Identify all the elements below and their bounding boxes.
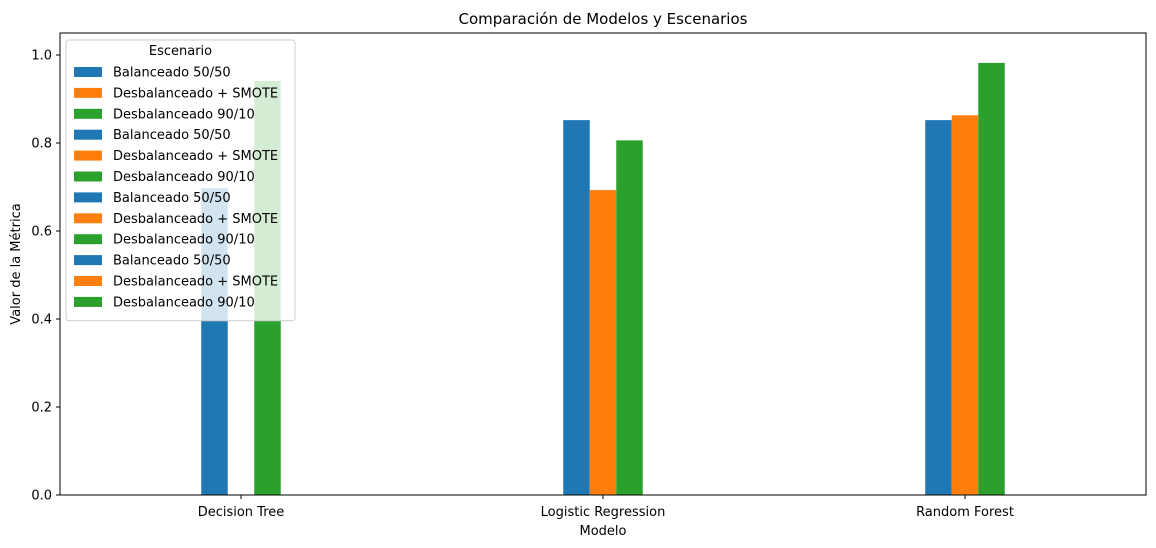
legend-swatch bbox=[74, 255, 102, 266]
bar bbox=[978, 62, 1005, 496]
x-axis-label: Modelo bbox=[580, 524, 627, 539]
y-tick-label: 0.2 bbox=[31, 401, 52, 416]
legend-swatch bbox=[74, 171, 102, 182]
legend-swatch bbox=[74, 129, 102, 140]
legend-swatch bbox=[74, 192, 102, 203]
x-tick-label: Logistic Regression bbox=[541, 505, 666, 520]
bar bbox=[589, 190, 617, 495]
legend-swatch bbox=[74, 150, 102, 161]
legend-entry-label: Desbalanceado 90/10 bbox=[113, 170, 255, 185]
chart-title: Comparación de Modelos y Escenarios bbox=[459, 10, 748, 28]
legend-entry-label: Desbalanceado + SMOTE bbox=[113, 275, 278, 290]
legend-entry-label: Desbalanceado 90/10 bbox=[113, 295, 255, 310]
legend-entry-label: Balanceado 50/50 bbox=[113, 191, 231, 206]
bar bbox=[616, 140, 643, 496]
legend-swatch bbox=[74, 108, 102, 119]
x-tick-label: Decision Tree bbox=[198, 505, 285, 520]
y-axis-label: Valor de la Métrica bbox=[9, 203, 24, 324]
legend-swatch bbox=[74, 67, 102, 77]
y-tick-label: 0.0 bbox=[31, 489, 52, 504]
legend-entry-label: Balanceado 50/50 bbox=[113, 254, 231, 269]
bars-layer bbox=[201, 62, 1005, 496]
legend-swatch bbox=[74, 213, 102, 224]
y-tick-label: 0.4 bbox=[31, 313, 52, 328]
legend-box bbox=[65, 39, 296, 322]
legend-entry-label: Desbalanceado + SMOTE bbox=[113, 149, 278, 164]
bar bbox=[925, 120, 952, 496]
legend-swatch bbox=[74, 234, 102, 245]
legend-swatch bbox=[74, 296, 102, 307]
legend: Escenario Balanceado 50/50 Desbalanceado +… bbox=[65, 39, 296, 322]
y-tick-label: 0.6 bbox=[31, 225, 52, 240]
y-tick-label: 1.0 bbox=[31, 49, 52, 64]
x-tick-label: Random Forest bbox=[916, 505, 1014, 520]
y-axis: 0.0 0.2 0.4 0.6 0.8 1.0 bbox=[31, 49, 60, 504]
legend-swatch bbox=[74, 87, 102, 98]
legend-entry-label: Desbalanceado 90/10 bbox=[113, 233, 255, 248]
legend-entry-label: Desbalanceado + SMOTE bbox=[113, 212, 278, 227]
legend-entry-label: Balanceado 50/50 bbox=[113, 128, 231, 143]
legend-title: Escenario bbox=[149, 44, 212, 59]
bar bbox=[563, 120, 590, 496]
legend-entry-label: Balanceado 50/50 bbox=[113, 66, 231, 81]
legend-swatch bbox=[74, 276, 102, 286]
y-tick-label: 0.8 bbox=[31, 137, 52, 152]
bar bbox=[951, 115, 979, 495]
legend-entry-label: Desbalanceado + SMOTE bbox=[113, 86, 278, 101]
legend-entry-label: Desbalanceado 90/10 bbox=[113, 107, 255, 122]
x-axis: Decision Tree Logistic Regression Random F… bbox=[198, 495, 1014, 520]
